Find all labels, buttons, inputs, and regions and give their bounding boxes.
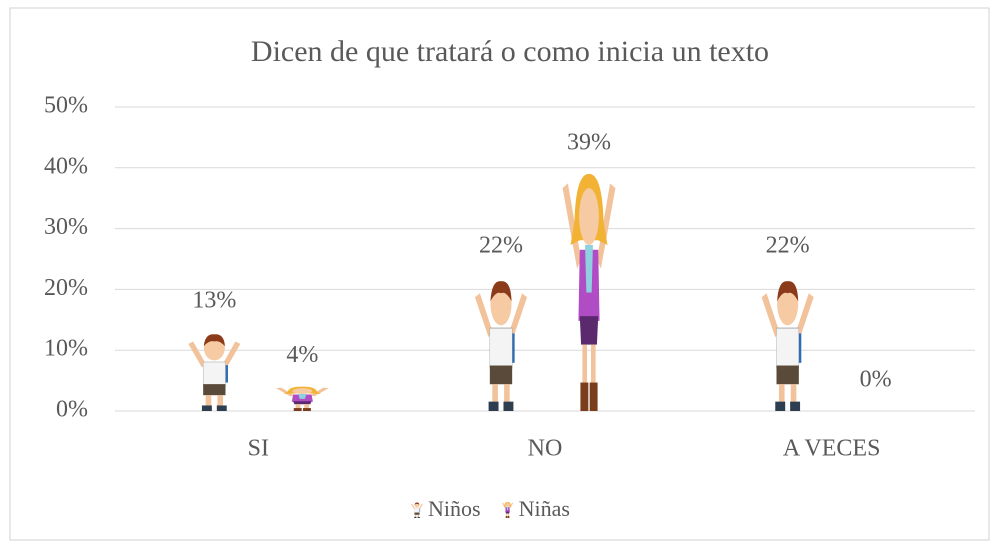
shoe bbox=[201, 405, 212, 411]
boy-figure bbox=[411, 502, 423, 518]
boot bbox=[589, 382, 598, 411]
head bbox=[579, 188, 599, 246]
boy-figure bbox=[188, 334, 241, 411]
y-tick-label: 50% bbox=[44, 93, 88, 119]
data-label: 4% bbox=[286, 342, 318, 368]
shorts bbox=[776, 365, 799, 385]
girl-figure bbox=[275, 386, 329, 411]
leg bbox=[415, 514, 417, 518]
hair bbox=[414, 502, 420, 505]
data-label: 39% bbox=[567, 129, 611, 155]
hair bbox=[490, 281, 512, 302]
y-tick-label: 40% bbox=[44, 153, 88, 179]
shorts bbox=[203, 384, 226, 396]
girl-figure bbox=[562, 173, 616, 411]
arm bbox=[474, 293, 528, 338]
scarf bbox=[506, 506, 509, 510]
legend-label: Niñas bbox=[519, 496, 570, 521]
data-label: 22% bbox=[766, 233, 810, 259]
shoe bbox=[775, 401, 786, 411]
leg bbox=[417, 514, 419, 518]
leg bbox=[778, 384, 785, 403]
data-label: 0% bbox=[860, 367, 892, 393]
arm bbox=[562, 183, 616, 269]
shoe bbox=[503, 401, 514, 411]
boot bbox=[507, 516, 510, 518]
boot bbox=[293, 408, 302, 411]
chart-border bbox=[9, 7, 990, 541]
shorts bbox=[489, 365, 513, 385]
leg bbox=[506, 513, 508, 517]
shirt bbox=[202, 361, 226, 386]
leg bbox=[590, 344, 596, 393]
x-tick-label: SI bbox=[248, 436, 269, 462]
leg bbox=[504, 384, 510, 403]
shoe bbox=[414, 516, 417, 518]
scarf bbox=[298, 393, 307, 399]
leg bbox=[217, 395, 224, 407]
arm bbox=[188, 341, 241, 368]
arm bbox=[761, 293, 814, 338]
y-tick-label: 10% bbox=[44, 336, 88, 362]
head bbox=[292, 388, 313, 394]
shirt bbox=[776, 327, 800, 369]
boy-figure bbox=[761, 281, 814, 411]
x-tick-label: NO bbox=[528, 436, 563, 462]
y-tick-label: 30% bbox=[44, 214, 88, 240]
boy-figure bbox=[474, 281, 528, 411]
chart-title: Dicen de que tratará o como inicia un te… bbox=[251, 35, 769, 68]
boot bbox=[505, 516, 508, 518]
shoe bbox=[417, 516, 420, 518]
y-tick-label: 0% bbox=[56, 397, 88, 423]
shirt bbox=[414, 508, 420, 513]
leg bbox=[295, 404, 301, 410]
skirt bbox=[579, 316, 599, 345]
leg bbox=[492, 384, 498, 403]
arm bbox=[411, 503, 423, 510]
skirt bbox=[293, 401, 312, 405]
arm bbox=[275, 387, 329, 397]
skirt bbox=[505, 511, 510, 514]
boot bbox=[580, 382, 589, 411]
shorts bbox=[414, 512, 420, 515]
scarf bbox=[585, 245, 593, 293]
data-label: 13% bbox=[192, 287, 236, 313]
hair bbox=[203, 334, 225, 347]
leg bbox=[507, 513, 509, 517]
boot bbox=[302, 408, 311, 411]
legend-label: Niños bbox=[428, 496, 481, 521]
shoe bbox=[790, 401, 801, 411]
x-tick-label: A VECES bbox=[783, 436, 881, 462]
hair bbox=[777, 281, 799, 302]
leg bbox=[790, 384, 797, 403]
head bbox=[505, 502, 510, 507]
arm bbox=[501, 502, 514, 509]
shirt bbox=[489, 327, 513, 369]
data-label: 22% bbox=[479, 233, 523, 259]
shoe bbox=[488, 401, 499, 411]
y-tick-label: 20% bbox=[44, 275, 88, 301]
girl-figure bbox=[501, 502, 514, 518]
leg bbox=[205, 395, 212, 407]
leg bbox=[582, 344, 588, 393]
shoe bbox=[216, 405, 227, 411]
leg bbox=[304, 404, 309, 410]
